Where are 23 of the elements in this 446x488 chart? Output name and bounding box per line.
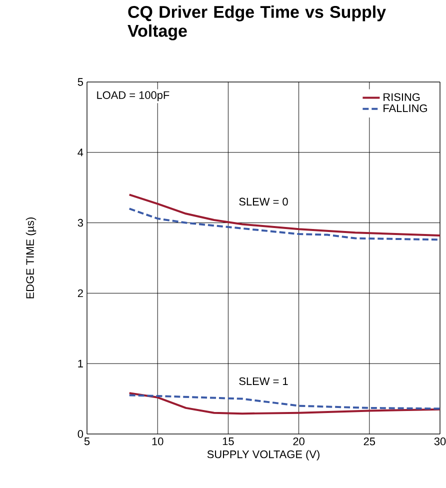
y-tick-label: 0 (78, 430, 84, 438)
annotation: LOAD = 100pF (97, 91, 170, 102)
line-series (128, 394, 440, 410)
x-axis-title: SUPPLY VOLTAGE (V) (207, 450, 320, 460)
x-tick-label: 5 (84, 438, 90, 446)
y-tick-label: 2 (78, 289, 83, 298)
y-axis-title: EDGE TIME (µs) (26, 217, 36, 298)
x-tick-label: 10 (152, 438, 164, 446)
legend-label: RISING (384, 93, 420, 101)
line-series (128, 194, 440, 236)
x-tick-label: 20 (293, 438, 304, 446)
x-tick-label: 15 (222, 438, 234, 446)
annotation: SLEW = 0 (239, 198, 288, 206)
line-series (128, 392, 440, 415)
y-tick-label: 3 (78, 218, 83, 227)
y-tick-label: 4 (78, 148, 84, 156)
y-tick-label: 1 (78, 360, 83, 368)
annotation: SLEW = 1 (239, 377, 288, 386)
x-tick-label: 25 (364, 438, 376, 446)
legend-label: FALLING (384, 104, 427, 112)
x-tick-label: 30 (434, 438, 446, 446)
chart-title: CQ Driver Edge Time vs Supply Voltage (128, 6, 386, 40)
y-tick-label: 5 (78, 78, 84, 86)
